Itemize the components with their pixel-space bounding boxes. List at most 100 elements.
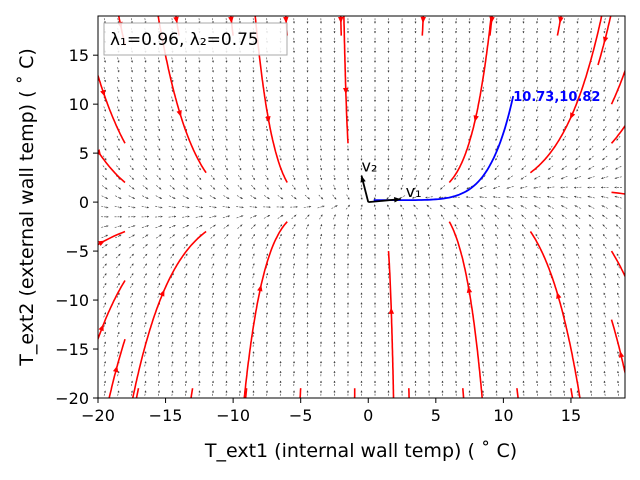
quiver-arrowhead	[387, 168, 390, 171]
quiver-arrowhead	[211, 351, 215, 354]
quiver-arrowhead	[495, 370, 498, 373]
quiver-arrowhead	[346, 312, 350, 315]
quiver-arrowhead	[158, 168, 161, 171]
quiver-arrowhead	[144, 80, 147, 83]
quiver-arrowhead	[267, 197, 270, 200]
quiver-arrowhead	[576, 351, 579, 354]
quiver-arrowhead	[238, 351, 242, 354]
quiver-arrowhead	[265, 370, 269, 373]
quiver-arrowhead	[590, 351, 593, 354]
quiver-arrowhead	[187, 206, 190, 209]
quiver-arrowhead	[131, 119, 134, 122]
quiver-arrowhead	[253, 187, 256, 190]
quiver-arrowhead	[414, 351, 417, 354]
quiver-arrowhead	[400, 178, 403, 181]
quiver-arrowhead	[360, 243, 363, 246]
quiver-arrowhead	[360, 380, 363, 383]
quiver-arrowhead	[160, 206, 163, 209]
quiver-arrowhead	[617, 361, 620, 364]
quiver-arrowhead	[279, 390, 282, 393]
quiver-arrowhead	[481, 168, 484, 171]
quiver-arrowhead	[172, 243, 175, 247]
quiver-arrowhead	[441, 41, 444, 44]
quiver-arrowhead	[549, 89, 552, 93]
eigenvector-arrowhead	[360, 175, 366, 183]
x-tick-label: −20	[81, 406, 115, 425]
quiver-arrow	[169, 243, 175, 249]
quiver-arrowhead	[387, 60, 390, 63]
quiver-arrowhead	[454, 351, 458, 354]
quiver-arrowhead	[508, 50, 512, 53]
quiver-arrowhead	[603, 60, 606, 63]
quiver-arrow	[453, 204, 459, 210]
streamline	[610, 68, 625, 105]
streamline-arrowhead	[556, 292, 562, 299]
quiver-arrowhead	[481, 233, 484, 237]
quiver-arrowhead	[292, 109, 296, 112]
quiver-arrowhead	[576, 312, 579, 315]
quiver-arrowhead	[146, 206, 149, 209]
quiver-arrowhead	[212, 99, 215, 102]
quiver-arrow	[305, 214, 310, 220]
streamline	[529, 231, 581, 398]
quiver-arrowhead	[454, 50, 458, 53]
quiver-arrowhead	[360, 168, 363, 171]
quiver-arrowhead	[400, 341, 404, 344]
quiver-arrow	[142, 185, 149, 190]
quiver-arrowhead	[481, 158, 484, 161]
quiver-arrow	[236, 215, 244, 219]
quiver-arrowhead	[589, 312, 593, 315]
quiver-arrowhead	[306, 109, 309, 112]
quiver-arrowhead	[373, 21, 377, 24]
quiver-arrow	[156, 175, 162, 181]
quiver-arrowhead	[346, 253, 350, 256]
x-axis-title: T_ext1 (internal wall temp) ( ˚ C)	[204, 440, 517, 462]
quiver-arrowhead	[211, 80, 215, 83]
quiver-arrow	[588, 205, 595, 209]
quiver-arrowhead	[560, 195, 563, 198]
quiver-arrowhead	[145, 253, 148, 256]
quiver-arrowhead	[373, 129, 377, 132]
quiver-arrowhead	[252, 263, 255, 266]
quiver-arrow	[520, 175, 527, 180]
quiver-arrowhead	[492, 195, 496, 199]
quiver-arrowhead	[144, 292, 147, 295]
quiver-arrowhead	[441, 282, 444, 285]
quiver-arrowhead	[306, 321, 309, 324]
quiver-arrowhead	[157, 70, 161, 73]
quiver-arrowhead	[293, 158, 296, 161]
quiver-arrowhead	[103, 390, 106, 393]
quiver-arrowhead	[226, 177, 229, 181]
quiver-arrowhead	[211, 90, 215, 93]
quiver-arrowhead	[590, 31, 593, 34]
quiver-arrowhead	[562, 243, 565, 246]
quiver-arrow	[561, 155, 567, 161]
quiver-arrowhead	[576, 292, 579, 295]
quiver-arrowhead	[252, 80, 255, 83]
quiver-arrowhead	[522, 321, 525, 324]
quiver-arrowhead	[347, 223, 350, 226]
quiver-arrowhead	[441, 139, 444, 142]
quiver-arrowhead	[522, 233, 525, 237]
quiver-arrowhead	[535, 89, 538, 93]
quiver-arrowhead	[279, 380, 282, 383]
quiver-arrowhead	[226, 234, 229, 237]
quiver-arrowhead	[292, 302, 296, 305]
quiver-arrowhead	[346, 31, 350, 34]
quiver-arrowhead	[211, 70, 215, 73]
quiver-arrow	[602, 224, 608, 229]
quiver-arrowhead	[146, 225, 149, 228]
quiver-arrowhead	[144, 331, 147, 334]
quiver-arrowhead	[212, 119, 215, 122]
quiver-arrowhead	[266, 282, 269, 285]
quiver-arrowhead	[536, 390, 539, 393]
quiver-arrowhead	[400, 243, 403, 246]
quiver-arrowhead	[454, 177, 457, 181]
quiver-arrowhead	[346, 341, 350, 344]
quiver-arrowhead	[279, 109, 282, 112]
quiver-arrowhead	[306, 253, 309, 256]
quiver-arrowhead	[265, 302, 269, 305]
quiver-arrowhead	[279, 177, 282, 181]
quiver-arrowhead	[441, 99, 444, 102]
